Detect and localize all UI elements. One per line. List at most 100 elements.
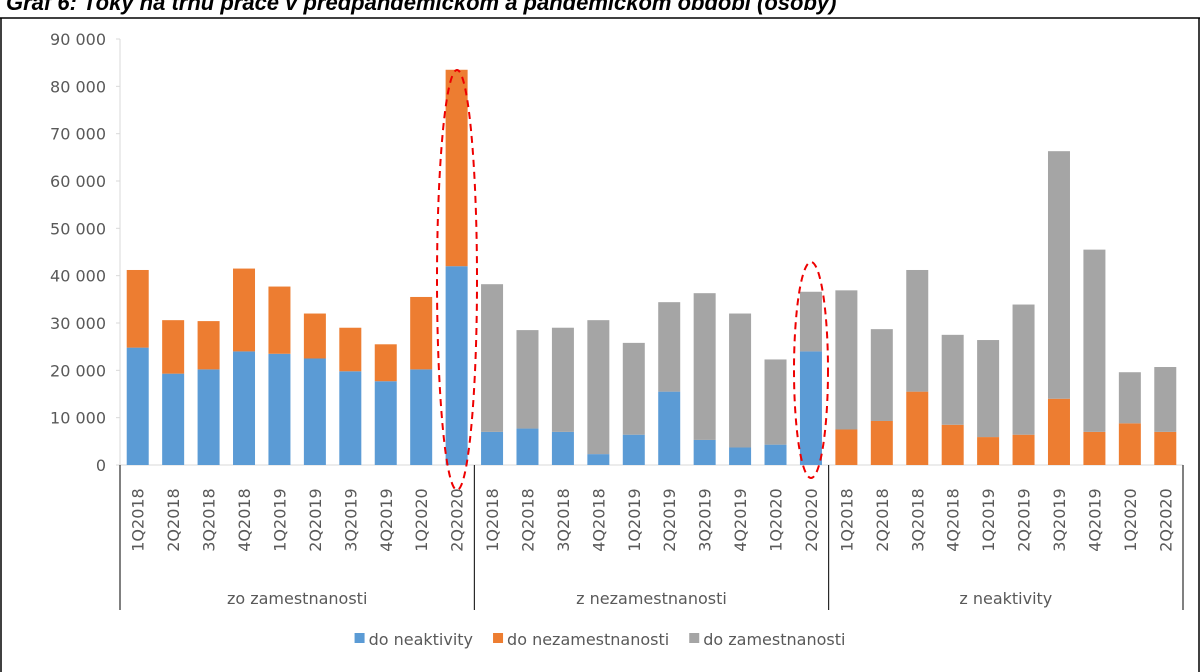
- bar: [1118, 423, 1141, 465]
- bar: [658, 391, 681, 465]
- bar: [126, 347, 149, 465]
- x-tick-label: 2Q2018: [164, 488, 183, 552]
- x-tick-label: 1Q2018: [483, 488, 502, 552]
- x-tick-label: 3Q2019: [696, 488, 715, 552]
- bar: [410, 369, 433, 465]
- bar: [941, 424, 964, 465]
- bar: [1012, 434, 1035, 465]
- x-tick-label: 2Q2018: [873, 488, 892, 552]
- bar: [374, 381, 397, 465]
- bar: [551, 327, 574, 432]
- bar: [799, 291, 822, 352]
- bar: [906, 269, 929, 392]
- bar: [1083, 431, 1106, 465]
- group-label: z nezamestnanosti: [576, 589, 727, 608]
- legend-swatch: [689, 633, 700, 643]
- bar: [197, 369, 220, 465]
- bar: [906, 391, 929, 465]
- bar: [126, 269, 149, 348]
- x-tick-label: 1Q2019: [270, 488, 289, 552]
- bar: [729, 313, 752, 448]
- x-tick-label: 2Q2018: [518, 488, 537, 552]
- bar: [445, 69, 468, 267]
- x-tick-label: 1Q2020: [412, 488, 431, 552]
- x-tick-label: 4Q2019: [731, 488, 750, 552]
- x-tick-label: 2Q2019: [1015, 488, 1034, 552]
- bar: [303, 358, 326, 465]
- bar: [516, 330, 539, 429]
- group-label: zo zamestnanosti: [227, 589, 367, 608]
- legend-swatch: [354, 633, 365, 643]
- bar: [764, 359, 787, 445]
- x-tick-label: 2Q2020: [802, 488, 821, 552]
- bar: [870, 329, 893, 421]
- bar: [162, 373, 185, 465]
- x-tick-label: 3Q2018: [554, 488, 573, 552]
- highlight-ellipse: [436, 69, 478, 491]
- x-tick-label: 4Q2018: [589, 488, 608, 552]
- x-tick-label: 4Q2018: [944, 488, 963, 552]
- bar: [233, 351, 256, 465]
- bar: [162, 320, 185, 374]
- bar: [1047, 151, 1070, 399]
- y-tick-label: 90 000: [50, 30, 106, 49]
- x-tick-label: 2Q2019: [660, 488, 679, 552]
- x-tick-label: 2Q2020: [1156, 488, 1175, 552]
- x-tick-label: 1Q2020: [767, 488, 786, 552]
- bar: [941, 334, 964, 425]
- bar: [977, 340, 1000, 438]
- y-tick-label: 70 000: [50, 125, 106, 144]
- bar: [1118, 372, 1141, 424]
- bar: [1154, 367, 1177, 432]
- bar: [799, 351, 822, 465]
- bar: [551, 431, 574, 465]
- x-tick-label: 3Q2018: [200, 488, 219, 552]
- bar: [1083, 249, 1106, 432]
- y-tick-label: 20 000: [50, 361, 106, 380]
- x-tick-label: 4Q2019: [377, 488, 396, 552]
- bar: [977, 437, 1000, 465]
- bar: [693, 439, 716, 465]
- x-tick-label: 1Q2020: [1121, 488, 1140, 552]
- bar: [764, 444, 787, 465]
- bar: [1154, 431, 1177, 465]
- bar: [268, 286, 291, 354]
- x-tick-label: 2Q2019: [306, 488, 325, 552]
- bar: [835, 429, 858, 465]
- y-tick-label: 50 000: [50, 219, 106, 238]
- x-tick-label: 3Q2019: [1050, 488, 1069, 552]
- bar: [233, 268, 256, 352]
- x-tick-label: 1Q2018: [837, 488, 856, 552]
- y-tick-label: 40 000: [50, 267, 106, 286]
- x-tick-label: 3Q2019: [341, 488, 360, 552]
- bar: [339, 371, 362, 465]
- bar: [587, 454, 610, 465]
- legend-label: do nezamestnanosti: [507, 630, 669, 649]
- bar: [445, 266, 468, 465]
- bar: [693, 293, 716, 440]
- x-tick-label: 1Q2018: [129, 488, 148, 552]
- bar: [870, 420, 893, 465]
- bar: [268, 353, 291, 465]
- bar: [481, 431, 504, 465]
- group-label: z neaktivity: [959, 589, 1052, 608]
- bar: [1012, 304, 1035, 435]
- x-tick-label: 1Q2019: [979, 488, 998, 552]
- bar: [729, 447, 752, 465]
- x-tick-label: 2Q2020: [448, 488, 467, 552]
- bar: [622, 434, 645, 465]
- x-tick-label: 4Q2018: [235, 488, 254, 552]
- bar: [516, 428, 539, 465]
- x-tick-label: 4Q2019: [1085, 488, 1104, 552]
- y-tick-label: 80 000: [50, 77, 106, 96]
- bar: [481, 284, 504, 432]
- bar: [410, 296, 433, 370]
- legend-label: do zamestnanosti: [703, 630, 845, 649]
- chart-title: Graf 6: Toky na trhu práce v predpandemi…: [6, 0, 836, 15]
- legend-swatch: [493, 633, 504, 643]
- x-tick-label: 1Q2019: [625, 488, 644, 552]
- bar: [622, 342, 645, 435]
- bar: [197, 321, 220, 370]
- bar: [1047, 398, 1070, 465]
